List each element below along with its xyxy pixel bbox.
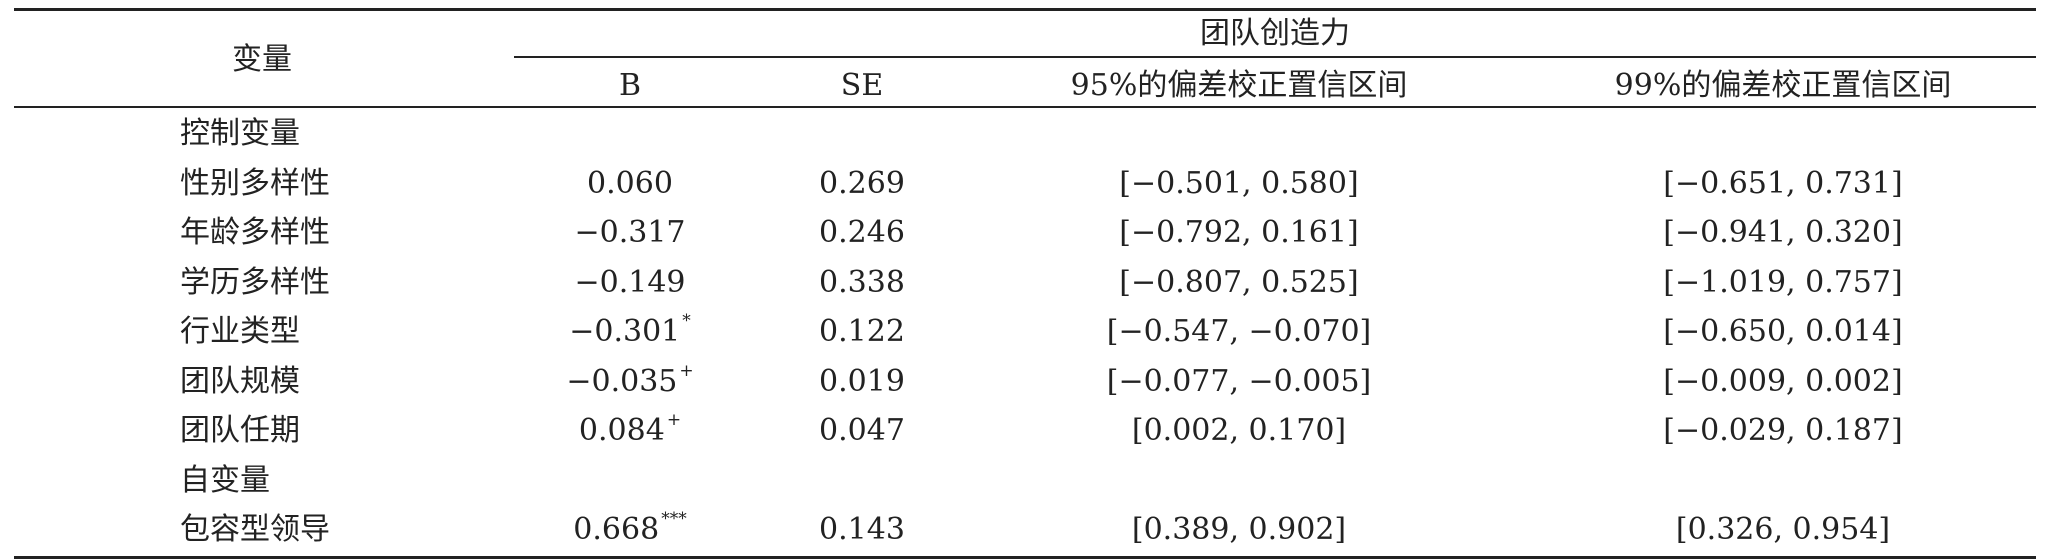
group-header-rule bbox=[514, 56, 2036, 58]
cell-ci99: [−0.651, 0.731] bbox=[1663, 165, 1903, 201]
section-label: 控制变量 bbox=[180, 116, 300, 151]
cell-ci99: [−0.941, 0.320] bbox=[1663, 215, 1903, 250]
cell-ci95: [−0.792, 0.161] bbox=[1119, 215, 1359, 250]
table-top-rule bbox=[14, 8, 2036, 11]
row-label: 性别多样性 bbox=[180, 165, 330, 201]
cell-b: −0.301 * bbox=[569, 311, 691, 350]
cell-se: 0.246 bbox=[819, 215, 905, 250]
cell-se: 0.269 bbox=[819, 165, 905, 201]
significance-marker: * bbox=[682, 311, 691, 331]
cell-b: 0.668 *** bbox=[573, 509, 687, 548]
significance-marker: *** bbox=[661, 509, 687, 529]
cell-ci95: [−0.547, −0.070] bbox=[1106, 314, 1372, 349]
cell-ci95: [−0.501, 0.580] bbox=[1119, 165, 1359, 201]
col-header-ci95: 95%的偏差校正置信区间 bbox=[1070, 68, 1408, 103]
cell-ci95: [−0.807, 0.525] bbox=[1119, 264, 1359, 300]
cell-ci99: [−1.019, 0.757] bbox=[1663, 264, 1903, 300]
row-label: 行业类型 bbox=[180, 314, 300, 349]
cell-ci99: [0.326, 0.954] bbox=[1675, 512, 1891, 547]
cell-ci95: [0.389, 0.902] bbox=[1131, 512, 1347, 547]
row-label: 包容型领导 bbox=[180, 512, 330, 547]
cell-se: 0.338 bbox=[819, 264, 905, 300]
significance-marker: + bbox=[679, 360, 694, 381]
cell-b: −0.149 bbox=[574, 264, 686, 300]
cell-ci99: [−0.029, 0.187] bbox=[1663, 413, 1903, 448]
row-label: 年龄多样性 bbox=[180, 215, 330, 250]
cell-se: 0.122 bbox=[819, 314, 905, 349]
row-label: 学历多样性 bbox=[180, 264, 330, 300]
cell-ci95: [−0.077, −0.005] bbox=[1106, 363, 1372, 399]
cell-b: 0.060 bbox=[587, 165, 673, 201]
cell-se: 0.047 bbox=[819, 413, 905, 448]
cell-ci99: [−0.650, 0.014] bbox=[1663, 314, 1903, 349]
cell-ci95: [0.002, 0.170] bbox=[1131, 413, 1347, 448]
cell-ci99: [−0.009, 0.002] bbox=[1663, 363, 1903, 399]
variable-header: 变量 bbox=[232, 42, 292, 77]
cell-b: −0.035 + bbox=[566, 360, 694, 399]
cell-se: 0.019 bbox=[819, 363, 905, 399]
col-header-b: B bbox=[618, 68, 642, 103]
group-header: 团队创造力 bbox=[1200, 16, 1350, 51]
row-label: 团队规模 bbox=[180, 363, 300, 399]
cell-b: 0.084 + bbox=[578, 410, 682, 449]
col-header-ci99: 99%的偏差校正置信区间 bbox=[1614, 68, 1952, 103]
col-header-se: SE bbox=[840, 68, 884, 103]
cell-se: 0.143 bbox=[819, 512, 905, 547]
row-label: 团队任期 bbox=[180, 413, 300, 448]
cell-b: −0.317 bbox=[574, 215, 686, 250]
header-bottom-rule bbox=[14, 106, 2036, 108]
table-bottom-rule bbox=[14, 556, 2036, 559]
section-label: 自变量 bbox=[180, 462, 270, 498]
significance-marker: + bbox=[666, 410, 682, 430]
